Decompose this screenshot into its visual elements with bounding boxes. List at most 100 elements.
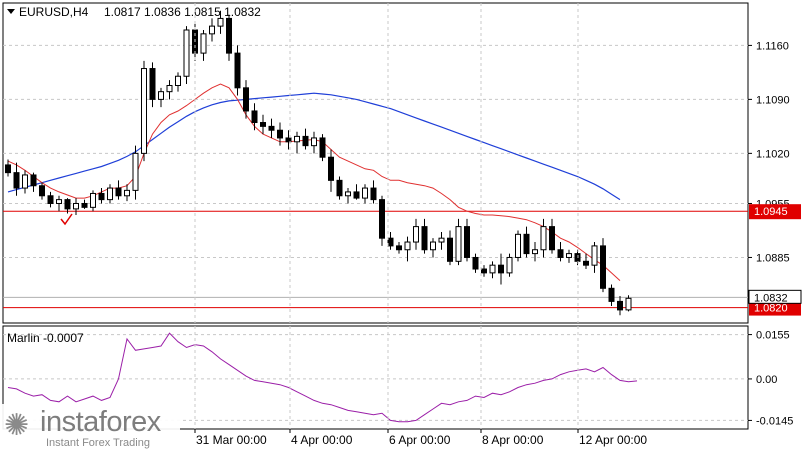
bullish-candle-body <box>183 29 190 77</box>
candle <box>583 253 589 270</box>
candle <box>175 72 181 92</box>
bearish-candle-body <box>39 185 45 197</box>
candle <box>600 238 606 293</box>
candlesticks <box>5 10 632 316</box>
candle <box>625 295 632 312</box>
bearish-candle-body <box>617 300 623 311</box>
bearish-candle-body <box>336 179 343 197</box>
candle <box>421 218 428 254</box>
bullish-candle-body <box>294 135 300 143</box>
bearish-candle-body <box>260 122 266 127</box>
bearish-candle-body <box>557 249 564 258</box>
candle <box>13 162 20 196</box>
bearish-candle-body <box>481 268 487 274</box>
candle <box>302 128 309 150</box>
bullish-candle-body <box>73 202 79 210</box>
price-tick-label: 1.1160 <box>756 40 789 52</box>
time-tick-label: 12 Apr 00:00 <box>579 433 647 447</box>
candle <box>200 29 207 61</box>
candle <box>22 170 28 194</box>
candle <box>285 130 292 150</box>
bearish-candle-body <box>30 174 37 187</box>
candle <box>370 180 377 204</box>
time-tick-label: 4 Apr 00:00 <box>291 433 353 447</box>
price-tick-label: 1.1090 <box>756 94 790 106</box>
bullish-candle-body <box>362 187 368 199</box>
candle <box>209 18 215 42</box>
bullish-candle-body <box>404 241 411 251</box>
bullish-candle-body <box>455 226 462 262</box>
bearish-candle-body <box>277 129 283 139</box>
indicator-title: Marlin -0.0007 <box>7 331 84 345</box>
candle <box>183 26 190 84</box>
check-mark-icon <box>60 213 73 226</box>
marlin-oscillator-line <box>7 332 638 423</box>
current-price-badge <box>748 289 802 304</box>
candle <box>608 284 615 307</box>
candle <box>455 218 462 266</box>
candle <box>523 226 530 258</box>
bearish-candle-body <box>549 226 555 251</box>
bullish-candle-body <box>430 241 436 251</box>
watermark-brand: instaforex <box>40 406 161 438</box>
bearish-candle-body <box>81 202 88 208</box>
candle <box>379 195 385 246</box>
candle <box>549 218 555 254</box>
candle <box>294 131 300 154</box>
candle <box>124 184 130 202</box>
bullish-candle-body <box>566 253 572 258</box>
candle <box>115 180 122 200</box>
bearish-candle-body <box>353 191 360 199</box>
bearish-candle-body <box>243 87 249 112</box>
price-grid <box>3 44 748 258</box>
candle <box>158 87 164 108</box>
candle <box>47 191 54 208</box>
bearish-candle-body <box>5 164 11 174</box>
bullish-candle-body <box>540 226 547 251</box>
candle <box>107 184 113 204</box>
bearish-candle-body <box>285 137 292 143</box>
candle <box>260 114 266 135</box>
bullish-candle-body <box>90 192 96 208</box>
candle <box>447 230 453 266</box>
candle <box>319 134 326 162</box>
bearish-candle-body <box>226 17 232 54</box>
blue-moving-average-line <box>7 92 621 201</box>
candle <box>362 184 368 204</box>
bullish-candle-body <box>489 264 496 274</box>
candle <box>464 218 470 262</box>
bullish-candle-body <box>413 226 419 243</box>
bearish-candle-body <box>464 226 470 258</box>
bearish-candle-body <box>13 172 20 189</box>
bearish-candle-body <box>472 256 479 270</box>
candle <box>234 45 241 96</box>
bullish-candle-body <box>625 297 632 311</box>
bullish-candle-body <box>506 256 513 274</box>
bullish-candle-body <box>132 152 139 191</box>
bearish-candle-body <box>268 125 275 131</box>
indicator-axis: 0.0155 0.00 -0.0145 <box>748 330 793 427</box>
bullish-candle-body <box>124 189 130 197</box>
candle <box>438 232 445 250</box>
instaforex-logo-icon: ✺ <box>4 408 30 443</box>
candle <box>311 131 317 154</box>
bearish-candle-body <box>600 245 606 289</box>
bearish-candle-body <box>387 237 394 247</box>
bullish-candle-body <box>166 85 173 93</box>
candle <box>430 238 436 258</box>
candle <box>506 253 513 277</box>
support-resistance-levels <box>3 210 748 309</box>
time-tick-label: 31 Mar 00:00 <box>196 433 267 447</box>
candle <box>489 261 496 279</box>
bearish-candle-body <box>64 199 71 210</box>
candle <box>404 236 411 262</box>
dropdown-triangle-icon[interactable] <box>7 9 15 14</box>
candle <box>540 218 547 258</box>
candle <box>557 242 564 262</box>
bearish-candle-body <box>523 233 530 255</box>
bearish-candle-body <box>498 264 504 274</box>
ohlc-values: 1.0817 1.0836 1.0815 1.0832 <box>104 5 261 19</box>
candle <box>591 242 598 273</box>
bullish-candle-body <box>591 245 598 266</box>
bearish-candle-body <box>379 199 385 239</box>
